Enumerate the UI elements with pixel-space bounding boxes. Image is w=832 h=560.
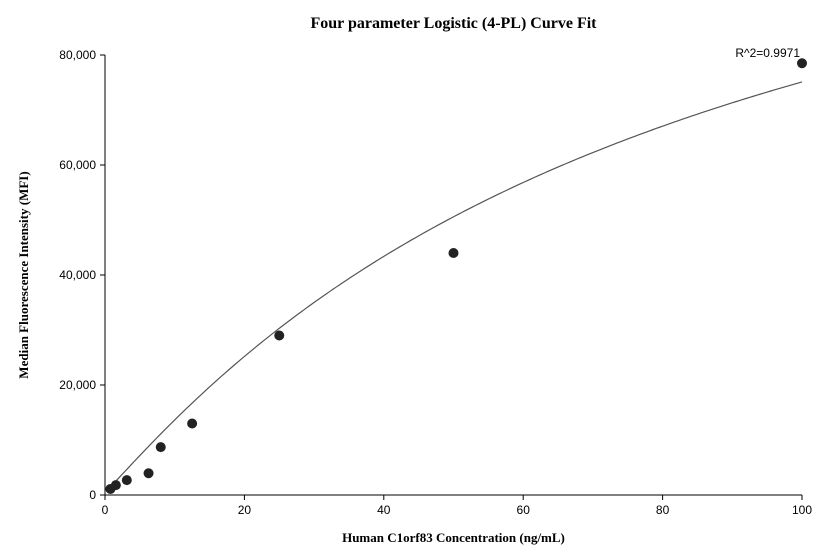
y-tick-label: 40,000 (59, 268, 96, 282)
data-point (144, 468, 154, 478)
chart-container: Four parameter Logistic (4-PL) Curve Fit… (0, 0, 832, 560)
y-axis-label: Median Fluorescence Intensity (MFI) (16, 171, 31, 378)
x-tick-label: 0 (102, 503, 109, 517)
data-point (797, 58, 807, 68)
y-ticks-group: 0 20,000 40,000 60,000 80,000 (59, 48, 105, 502)
data-point (122, 475, 132, 485)
x-tick-label: 60 (517, 503, 531, 517)
x-tick-label: 80 (656, 503, 670, 517)
chart-title: Four parameter Logistic (4-PL) Curve Fit (310, 15, 597, 32)
x-tick-label: 100 (792, 503, 812, 517)
y-tick-label: 80,000 (59, 48, 96, 62)
data-point (274, 331, 284, 341)
y-tick-label: 0 (89, 488, 96, 502)
r-squared-annotation: R^2=0.9971 (735, 46, 800, 60)
x-tick-label: 40 (377, 503, 391, 517)
axes-group (105, 55, 802, 495)
data-points-group (105, 58, 807, 494)
chart-svg: Four parameter Logistic (4-PL) Curve Fit… (0, 0, 832, 560)
data-point (187, 419, 197, 429)
data-point (111, 480, 121, 490)
y-tick-label: 20,000 (59, 378, 96, 392)
data-point (449, 248, 459, 258)
x-ticks-group: 0 20 40 60 80 100 (102, 495, 813, 517)
fit-curve (107, 82, 802, 490)
data-point (156, 442, 166, 452)
y-tick-label: 60,000 (59, 158, 96, 172)
x-axis-label: Human C1orf83 Concentration (ng/mL) (342, 530, 565, 545)
x-tick-label: 20 (238, 503, 252, 517)
